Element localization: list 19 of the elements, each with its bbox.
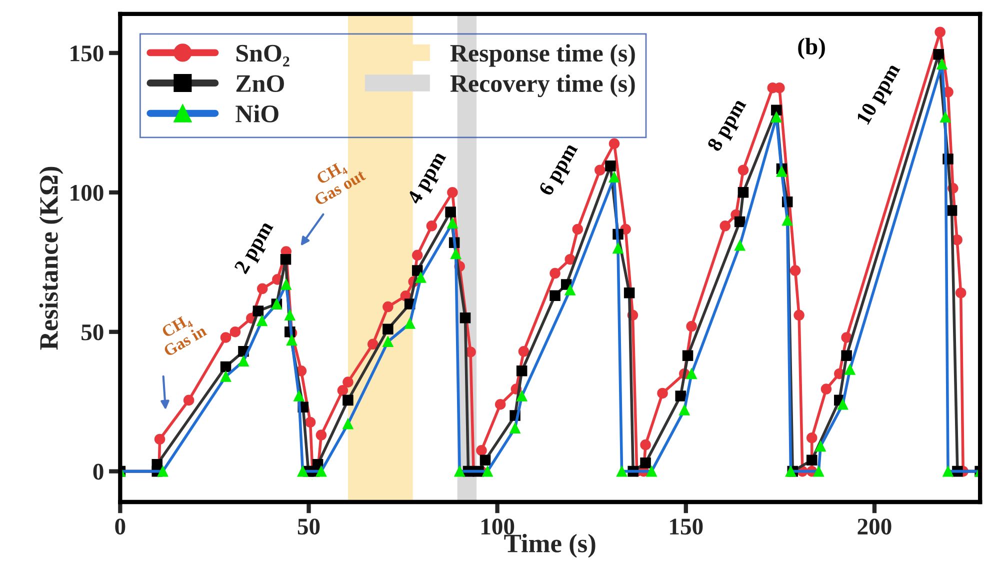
y-axis-title: Resistance (KΩ)	[39, 166, 64, 350]
legend-label: NiO	[236, 104, 278, 122]
legend-label: SnO₂	[236, 44, 290, 66]
band-label: Response time (s)	[450, 44, 635, 67]
x-tick-label: 50	[298, 518, 320, 535]
y-tick-label: 0	[93, 464, 104, 480]
y-tick-label: 50	[82, 324, 104, 340]
legend-label: ZnO	[236, 75, 284, 92]
x-tick-label: 0	[115, 518, 126, 535]
band-label: Recovery time (s)	[450, 74, 635, 98]
x-axis-title: Time (s)	[504, 534, 596, 558]
x-tick-label: 150	[670, 518, 703, 535]
annotation: (b)	[798, 38, 825, 60]
x-tick-label: 200	[858, 518, 892, 535]
annotation: CH₄ Gas in	[161, 314, 208, 357]
x-tick-label: 100	[482, 518, 514, 535]
annotation: CH₄ Gas out	[314, 160, 366, 206]
y-tick-label: 100	[70, 184, 104, 201]
y-tick-label: 150	[70, 45, 104, 62]
